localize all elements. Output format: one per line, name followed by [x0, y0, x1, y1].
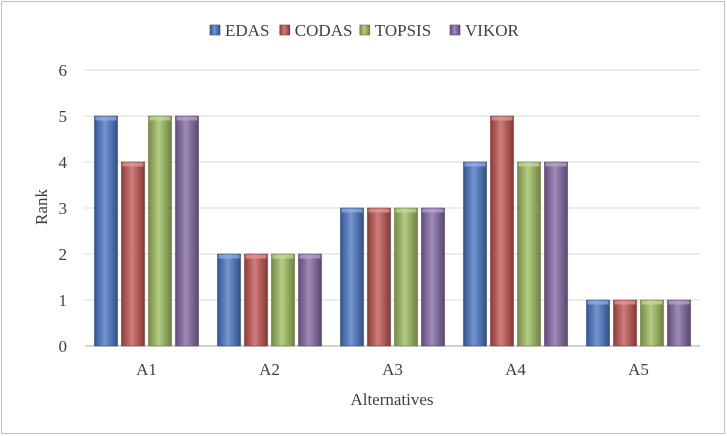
bar-bevel: [518, 162, 540, 167]
bar-bevel: [614, 300, 636, 305]
x-tick-label: A4: [505, 360, 526, 379]
x-tick-label: A1: [136, 360, 157, 379]
legend-swatch: [359, 24, 371, 36]
bar-bevel: [299, 254, 321, 259]
legend-swatch: [279, 24, 291, 36]
x-tick-labels: A1 A2 A3 A4 A5: [136, 360, 649, 379]
y-tick-label: 4: [59, 153, 68, 172]
legend-label: CODAS: [295, 21, 353, 40]
bars: [94, 115, 691, 347]
bar-bevel: [545, 162, 567, 167]
y-tick-label: 2: [59, 245, 68, 264]
bar-bevel: [245, 254, 267, 259]
bar-bevel: [464, 162, 486, 167]
legend-label: EDAS: [225, 21, 269, 40]
bar-bevel: [395, 208, 417, 213]
bar-bevel: [218, 254, 240, 259]
bar-a2-topsis: [271, 253, 295, 347]
bar-a4-edas: [463, 161, 487, 347]
bar-a1-edas: [94, 115, 118, 347]
legend: EDAS CODAS TOPSIS VIKOR: [209, 21, 519, 40]
legend-item-edas: EDAS: [209, 21, 269, 40]
bar-bevel: [422, 208, 444, 213]
bar-bevel: [641, 300, 663, 305]
legend-item-codas: CODAS: [279, 21, 353, 40]
y-tick-label: 3: [59, 199, 68, 218]
y-tick-label: 5: [59, 107, 68, 126]
bar-a1-topsis: [148, 115, 172, 347]
bar-bevel: [587, 300, 609, 305]
bar-bevel: [341, 208, 363, 213]
bar-a3-vikor: [421, 207, 445, 347]
bar-a5-codas: [613, 299, 637, 347]
bar-a2-vikor: [298, 253, 322, 347]
legend-swatch: [449, 24, 461, 36]
bar-a4-codas: [490, 115, 514, 347]
y-tick-label: 6: [59, 61, 68, 80]
bar-bevel: [368, 208, 390, 213]
y-tick-label: 1: [59, 291, 68, 310]
legend-label: TOPSIS: [375, 21, 431, 40]
bar-a3-edas: [340, 207, 364, 347]
bar-a1-vikor: [175, 115, 199, 347]
bar-a4-vikor: [544, 161, 568, 347]
y-tick-label: 0: [59, 337, 68, 356]
bar-bevel: [491, 116, 513, 121]
x-tick-label: A5: [628, 360, 649, 379]
x-tick-label: A2: [259, 360, 280, 379]
bar-a3-topsis: [394, 207, 418, 347]
legend-item-topsis: TOPSIS: [359, 21, 431, 40]
y-axis-label: Rank: [32, 189, 51, 225]
bar-a2-codas: [244, 253, 268, 347]
bar-a5-edas: [586, 299, 610, 347]
bar-a5-vikor: [667, 299, 691, 347]
legend-swatch: [209, 24, 221, 36]
x-axis-label: Alternatives: [350, 390, 433, 409]
y-tick-labels: 0 1 2 3 4 5 6: [59, 61, 68, 356]
bar-a5-topsis: [640, 299, 664, 347]
bar-bevel: [95, 116, 117, 121]
bar-a2-edas: [217, 253, 241, 347]
bar-bevel: [272, 254, 294, 259]
bar-bevel: [149, 116, 171, 121]
bar-bevel: [176, 116, 198, 121]
legend-item-vikor: VIKOR: [449, 21, 519, 40]
bar-a3-codas: [367, 207, 391, 347]
x-tick-label: A3: [382, 360, 403, 379]
bar-a1-codas: [121, 161, 145, 347]
bar-bevel: [122, 162, 144, 167]
bar-a4-topsis: [517, 161, 541, 347]
legend-label: VIKOR: [465, 21, 519, 40]
bar-bevel: [668, 300, 690, 305]
